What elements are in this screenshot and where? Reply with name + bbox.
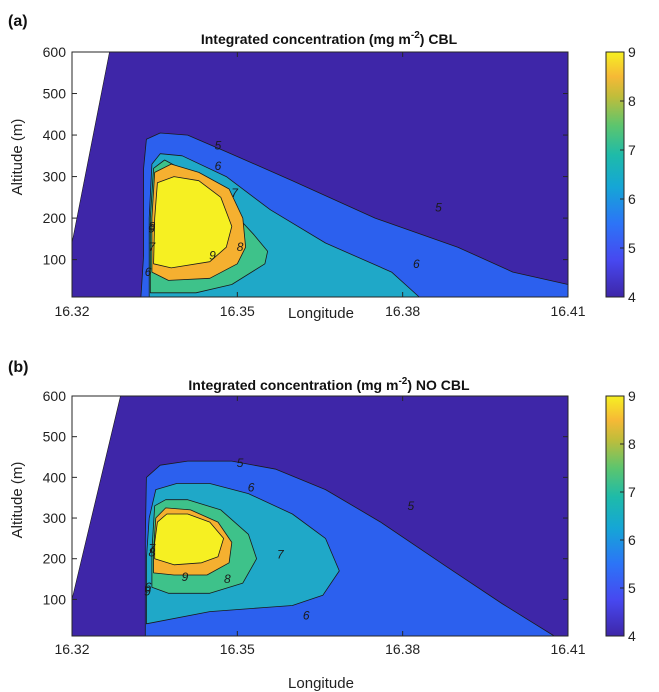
contour-label: 9	[209, 249, 216, 263]
colorbar-tick-label: 4	[628, 289, 636, 305]
contour-label: 6	[215, 159, 222, 173]
panel-b-ylabel: Altitude (m)	[9, 462, 26, 539]
y-tick-label: 500	[43, 429, 67, 445]
x-tick-label: 16.41	[550, 303, 585, 319]
x-tick-label: 16.41	[550, 641, 585, 657]
y-tick-label: 100	[43, 591, 67, 607]
panel-b-title-main: Integrated concentration (mg m	[188, 377, 398, 393]
contour-label: 9	[144, 584, 151, 598]
panel-b-plot-area	[71, 395, 569, 637]
panel-b-colorbar: 4 5 6 7 8 9	[605, 388, 636, 644]
x-tick-label: 16.38	[385, 303, 420, 319]
contour-level-9	[153, 176, 233, 269]
contour-label: 6	[145, 265, 152, 279]
colorbar-bar	[605, 395, 625, 637]
colorbar-tick-label: 8	[628, 93, 636, 109]
y-tick-label: 200	[43, 210, 67, 226]
y-tick-label: 100	[43, 252, 67, 268]
contour-label: 5	[237, 456, 244, 470]
contour-label: 5	[408, 499, 415, 513]
colorbar-bar	[605, 51, 625, 298]
panel-b-y-ticks: 100 200 300 400 500 600	[43, 388, 568, 607]
y-tick-label: 400	[43, 469, 67, 485]
panel-a-x-ticks: 16.32 16.35 16.38 16.41	[54, 52, 586, 319]
colorbar-tick-label: 5	[628, 240, 636, 256]
colorbar-tick-label: 6	[628, 532, 636, 548]
y-tick-label: 500	[43, 86, 67, 102]
panel-a-title-main: Integrated concentration (mg m	[201, 31, 411, 47]
panel-a-plot-area	[71, 51, 569, 298]
panel-a-ylabel: Altitude (m)	[9, 119, 26, 196]
contour-label: 6	[413, 257, 420, 271]
panel-a-y-ticks: 100 200 300 400 500 600	[43, 44, 568, 268]
colorbar-tick-label: 9	[628, 44, 636, 60]
y-tick-label: 600	[43, 388, 67, 404]
contour-label: 8	[224, 572, 231, 586]
panel-a-title-sup: -2	[411, 30, 420, 41]
panel-b-label: (b)	[8, 359, 28, 376]
panel-b: (b) Integrated concentration (mg m-2) NO…	[8, 359, 636, 692]
x-tick-label: 16.35	[220, 303, 255, 319]
panel-a-colorbar: 4 5 6 7 8 9	[605, 44, 636, 305]
colorbar-tick-label: 5	[628, 580, 636, 596]
panel-a-xlabel: Longitude	[288, 305, 354, 322]
panel-a-label: (a)	[8, 13, 28, 30]
panel-b-axes-box	[71, 395, 569, 637]
panel-b-title: Integrated concentration (mg m-2) NO CBL	[188, 376, 470, 393]
contour-label: 5	[435, 201, 442, 215]
y-tick-label: 300	[43, 510, 67, 526]
contour-label: 5	[215, 138, 222, 152]
y-tick-label: 200	[43, 551, 67, 567]
colorbar-tick-label: 7	[628, 142, 636, 158]
panel-a: (a) Integrated concentration (mg m-2) CB…	[8, 13, 636, 322]
contour-level-9	[154, 513, 225, 566]
panel-b-x-ticks: 16.32 16.35 16.38 16.41	[54, 396, 586, 657]
colorbar-tick-label: 6	[628, 191, 636, 207]
contour-label: 9	[149, 222, 156, 236]
x-tick-label: 16.38	[385, 641, 420, 657]
x-tick-label: 16.32	[54, 303, 89, 319]
y-tick-label: 400	[43, 127, 67, 143]
x-tick-label: 16.35	[220, 641, 255, 657]
colorbar-tick-label: 8	[628, 436, 636, 452]
contour-label: 8	[149, 546, 156, 560]
x-tick-label: 16.32	[54, 641, 89, 657]
panel-b-xlabel: Longitude	[288, 675, 354, 692]
colorbar-tick-label: 7	[628, 484, 636, 500]
contour-label: 7	[149, 542, 157, 556]
contour-label: 7	[277, 548, 285, 562]
contour-label: 8	[149, 219, 156, 233]
contour-label: 6	[303, 609, 310, 623]
panel-b-title-sup: -2	[398, 376, 407, 387]
y-tick-label: 300	[43, 169, 67, 185]
colorbar-tick-label: 4	[628, 628, 636, 644]
contour-label: 7	[149, 240, 157, 254]
contour-label: 6	[248, 481, 255, 495]
colorbar-tick-label: 9	[628, 388, 636, 404]
panel-a-title: Integrated concentration (mg m-2) CBL	[201, 30, 458, 47]
contour-label: 9	[182, 570, 189, 584]
contour-label: 6	[145, 580, 152, 594]
panel-b-title-tail: ) NO CBL	[407, 377, 470, 393]
contour-label: 8	[237, 240, 244, 254]
panel-a-axes-box	[71, 51, 569, 298]
contour-label: 7	[231, 186, 239, 200]
panel-a-title-tail: ) CBL	[420, 31, 458, 47]
y-tick-label: 600	[43, 44, 67, 60]
